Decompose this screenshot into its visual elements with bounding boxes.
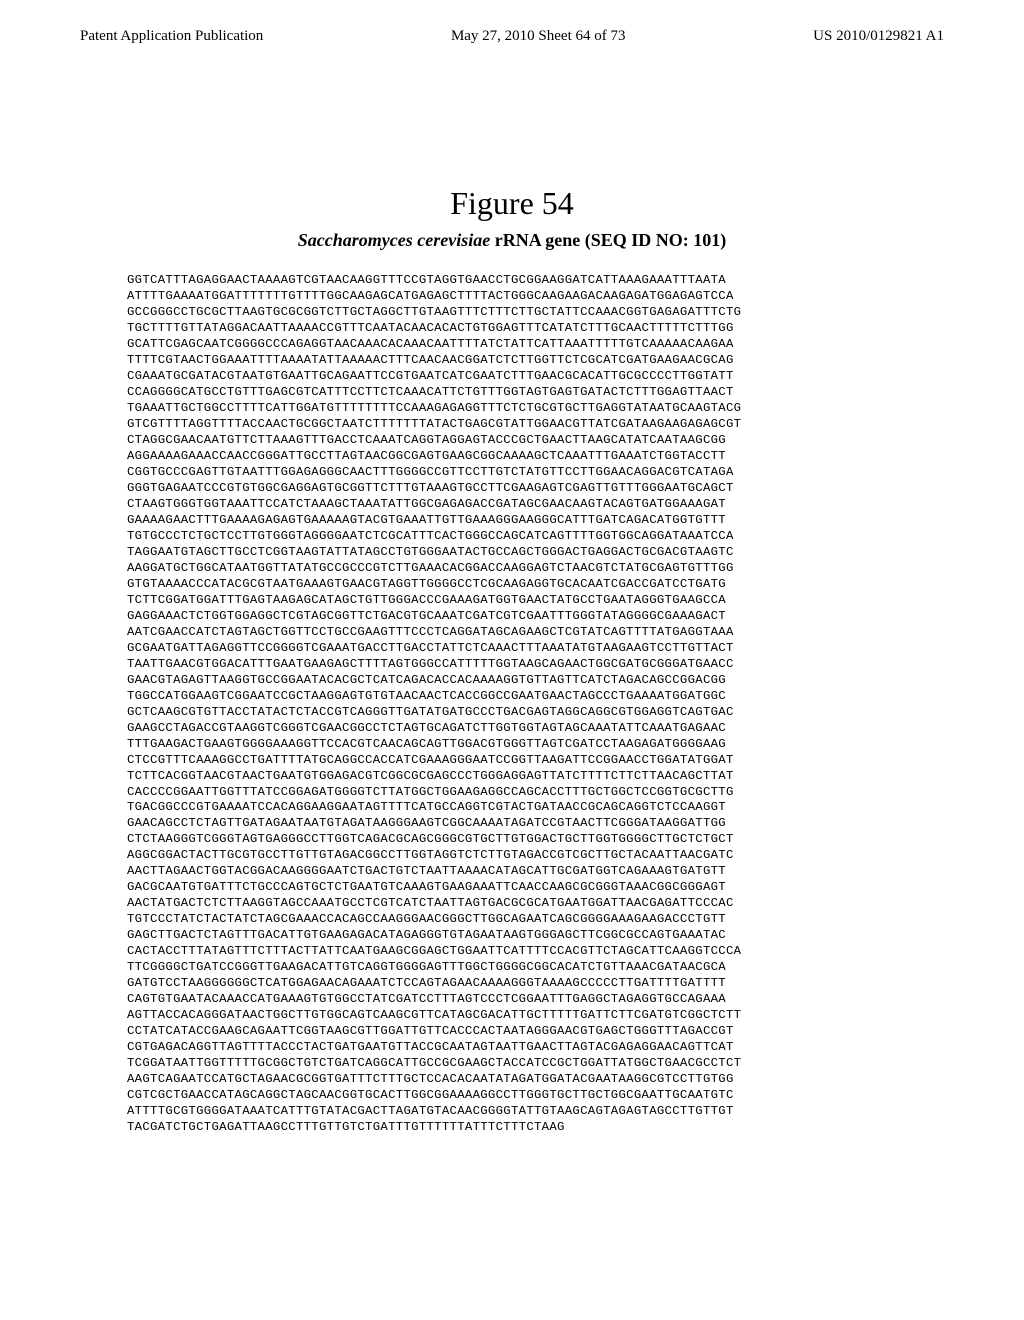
gene-label: rRNA gene (SEQ ID NO: 101) (490, 230, 726, 250)
organism-name: Saccharomyces cerevisiae (298, 230, 490, 250)
figure-title: Figure 54 (0, 185, 1024, 222)
figure-subtitle: Saccharomyces cerevisiae rRNA gene (SEQ … (0, 230, 1024, 251)
header-bar: Patent Application Publication May 27, 2… (0, 0, 1024, 45)
dna-sequence: GGTCATTTAGAGGAACTAAAAGTCGTAACAAGGTTTCCGT… (127, 273, 897, 1136)
date-sheet-label: May 27, 2010 Sheet 64 of 73 (451, 28, 626, 45)
publication-number: US 2010/0129821 A1 (813, 28, 944, 45)
publication-label: Patent Application Publication (80, 28, 263, 45)
